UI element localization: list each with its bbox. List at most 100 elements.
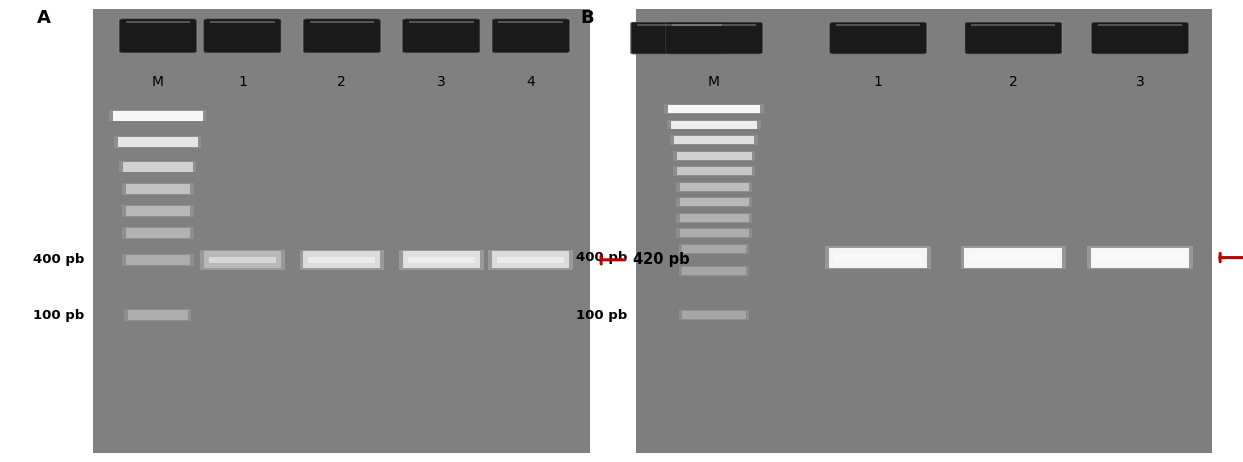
Text: 1: 1 [237,75,247,90]
Bar [126,206,190,216]
FancyBboxPatch shape [492,19,569,53]
Text: M: M [709,75,720,90]
FancyBboxPatch shape [631,22,728,54]
Bar [636,9,1212,453]
Bar [680,214,748,222]
Bar [209,257,276,263]
FancyBboxPatch shape [830,22,926,54]
Bar [300,250,384,270]
Bar [971,24,1055,26]
Bar [200,250,285,270]
Bar [679,266,750,276]
Text: B: B [580,9,593,27]
Bar [667,120,761,129]
FancyBboxPatch shape [965,22,1062,54]
Bar [671,121,757,128]
FancyBboxPatch shape [1091,22,1188,54]
Bar [409,21,474,23]
Bar [109,110,206,122]
Text: 2: 2 [337,75,347,90]
Bar [829,248,927,267]
Text: 3: 3 [436,75,446,90]
Bar [119,161,196,172]
Bar [126,228,190,238]
Bar [399,250,484,270]
Bar [124,310,191,321]
Bar [303,251,380,268]
Bar [638,24,722,26]
Bar [498,21,563,23]
Bar [676,228,752,238]
Bar [204,251,281,268]
FancyBboxPatch shape [401,18,481,53]
Bar [664,104,764,114]
Bar [488,250,573,270]
Bar [492,251,569,268]
Bar [680,229,748,237]
Bar [126,255,190,265]
Bar [1096,254,1183,261]
FancyBboxPatch shape [666,22,762,54]
Text: 2: 2 [1009,75,1018,90]
Bar [403,251,480,268]
Bar [674,136,755,144]
Bar [93,9,590,453]
FancyBboxPatch shape [1090,22,1190,55]
Bar [1088,246,1192,269]
Bar [680,198,748,206]
Bar [676,213,752,223]
Bar [672,151,756,160]
Text: 100 pb: 100 pb [34,309,85,322]
Text: M: M [152,75,164,90]
Bar [672,166,756,176]
Text: 400 pb: 400 pb [34,253,85,266]
Text: 1: 1 [874,75,883,90]
FancyBboxPatch shape [119,19,196,53]
Bar [122,254,194,266]
FancyBboxPatch shape [203,18,282,53]
Bar [970,254,1058,261]
Bar [123,162,193,171]
Bar [672,24,756,26]
Text: 3: 3 [1136,75,1145,90]
Bar [682,267,746,275]
Text: 100 pb: 100 pb [577,309,628,322]
Bar [1098,24,1182,26]
Bar [676,167,752,175]
Bar [680,182,748,191]
Bar [676,197,752,207]
Bar [834,254,922,261]
FancyBboxPatch shape [665,22,763,55]
Bar [667,105,761,113]
Bar [118,137,198,147]
Bar [837,24,920,26]
Bar [113,111,203,121]
FancyBboxPatch shape [204,19,281,53]
Text: 420 pb: 420 pb [633,252,690,267]
FancyBboxPatch shape [303,19,380,53]
Text: A: A [36,9,51,27]
FancyBboxPatch shape [829,22,927,55]
FancyBboxPatch shape [630,22,730,55]
Bar [308,257,375,263]
Bar [676,152,752,159]
FancyBboxPatch shape [403,19,480,53]
Bar [961,246,1066,269]
Bar [310,21,374,23]
Bar [682,311,746,319]
Bar [679,244,750,254]
Bar [676,182,752,192]
Bar [114,136,201,148]
Bar [128,310,188,320]
Bar [126,184,190,194]
Bar [825,246,931,269]
Bar [122,227,194,239]
Text: 4: 4 [526,75,536,90]
Bar [122,183,194,195]
FancyBboxPatch shape [302,18,382,53]
FancyBboxPatch shape [963,22,1063,55]
Bar [126,21,190,23]
Bar [497,257,564,263]
FancyBboxPatch shape [118,18,198,53]
Bar [682,245,746,253]
